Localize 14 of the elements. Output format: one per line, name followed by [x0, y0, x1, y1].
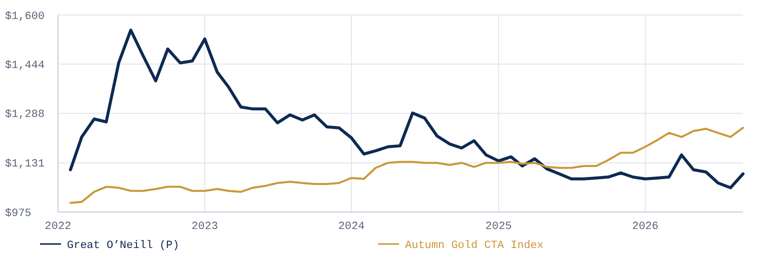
line-series [68, 28, 744, 190]
y-tick-label: $1,444 [5, 60, 46, 72]
y-tick-label: $1,600 [5, 10, 45, 23]
legend-label: Great O’Neill (P) [67, 240, 180, 252]
y-tick-label: $1,131 [5, 158, 46, 171]
x-tick-label: 2025 [485, 221, 512, 233]
y-tick-label: $1,288 [5, 109, 45, 122]
x-tick-label: 2026 [632, 221, 659, 233]
x-tick-label: 2024 [338, 221, 366, 233]
legend-label: Autumn Gold CTA Index [405, 240, 544, 252]
x-tick-label: 2023 [192, 221, 218, 233]
line-series [69, 126, 744, 204]
x-tick-label: 2022 [44, 221, 72, 233]
y-tick-label: $975 [5, 208, 32, 220]
